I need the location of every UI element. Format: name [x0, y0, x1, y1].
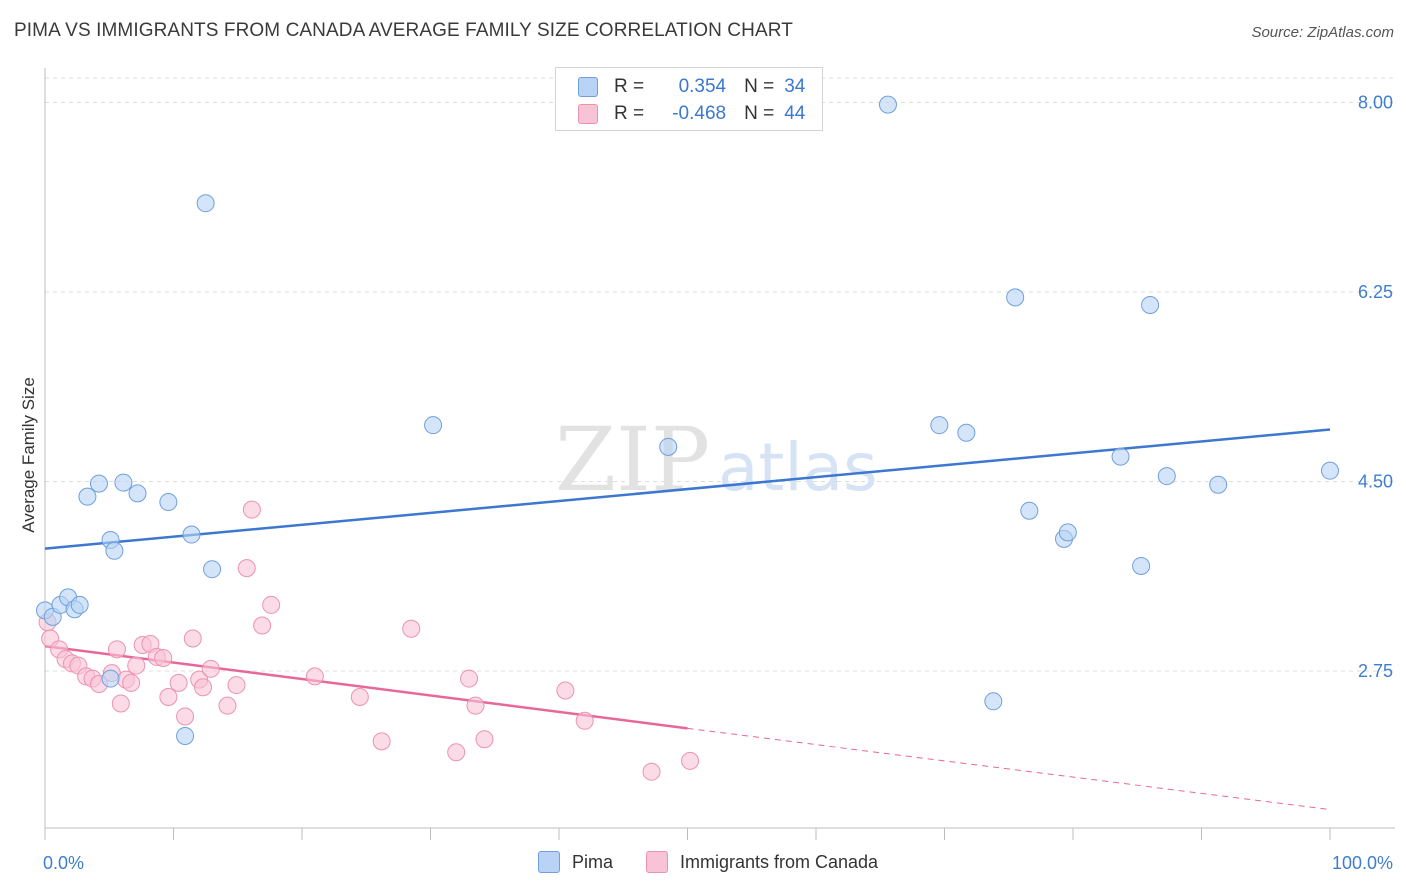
canada-point: [475, 730, 494, 749]
pima-point: [1157, 467, 1176, 486]
canada-point: [176, 707, 195, 726]
legend-r-label: R =: [614, 76, 645, 97]
canada-point: [556, 681, 575, 700]
pima-point: [1321, 461, 1339, 480]
pima-point: [1141, 295, 1160, 314]
canada-point: [460, 669, 479, 688]
canada-point: [242, 500, 261, 519]
pima-point: [78, 487, 97, 506]
legend-swatch-pima: [578, 77, 598, 97]
axes: 2.75 4.50 6.25 8.00 0.0% 100.0%: [43, 68, 1395, 873]
x-tick-label-min: 0.0%: [43, 853, 84, 873]
y-tick-label: 8.00: [1358, 92, 1393, 112]
series-label-pima: Pima: [572, 851, 614, 872]
pima-point: [930, 416, 949, 435]
pima-point: [114, 473, 133, 492]
correlation-legend: R = 0.354 N = 34 R = -0.468 N = 44: [555, 67, 823, 131]
series-swatch-pima: [538, 851, 560, 873]
pima-point: [1058, 523, 1077, 542]
legend-n-label: N =: [744, 76, 775, 97]
canada-point: [372, 732, 391, 751]
series-legend-canada: Immigrants from Canada: [646, 851, 878, 873]
legend-r-value-pima: 0.354: [678, 76, 727, 97]
pima-point: [984, 692, 1003, 711]
trendline-canada-extrapolated: [687, 727, 1331, 811]
canada-point: [154, 648, 173, 667]
canada-point: [169, 673, 188, 692]
canada-point: [466, 696, 485, 715]
pima-point: [659, 437, 678, 456]
legend-n-value-canada: 44: [784, 103, 806, 124]
pima-point: [89, 474, 108, 493]
canada-point: [183, 629, 202, 648]
watermark-zip: ZIP: [555, 408, 710, 511]
canada-point: [305, 667, 324, 686]
pima-point: [1132, 556, 1151, 575]
pima-point: [424, 416, 443, 435]
canada-point: [227, 676, 246, 695]
pima-point: [70, 595, 89, 614]
series-legend: Pima Immigrants from Canada: [0, 851, 1406, 879]
canada-point: [642, 762, 661, 781]
series-swatch-canada: [646, 851, 668, 873]
series-legend-pima: Pima: [538, 851, 613, 873]
legend-r-label: R =: [614, 103, 645, 124]
watermark: ZIP atlas: [555, 408, 878, 511]
pima-point: [182, 525, 201, 544]
legend-n-label: N =: [744, 103, 775, 124]
canada-point: [201, 659, 220, 678]
legend-r-value-canada: -0.468: [672, 103, 727, 124]
pima-point: [159, 493, 178, 512]
canada-point: [575, 711, 594, 730]
canada-point: [194, 678, 213, 697]
y-tick-label: 4.50: [1358, 471, 1393, 491]
legend-swatch-canada: [578, 104, 598, 124]
pima-point: [203, 560, 222, 579]
canada-point: [107, 640, 126, 659]
canada-point: [127, 656, 146, 675]
data-points: [36, 95, 1339, 781]
legend-row-pima: R = 0.354 N = 34: [578, 73, 805, 101]
canada-point: [253, 616, 272, 635]
canada-point: [159, 687, 178, 706]
canada-point: [447, 743, 466, 762]
canada-point: [237, 559, 256, 578]
y-axis-label: Average Family Size: [19, 377, 38, 533]
x-tick-label-max: 100.0%: [1332, 853, 1393, 873]
pima-point: [101, 669, 120, 688]
legend-n-value-pima: 34: [784, 76, 806, 97]
pima-point: [1020, 501, 1039, 520]
canada-point: [402, 619, 421, 638]
canada-point: [681, 751, 700, 770]
pima-point: [1111, 447, 1130, 466]
chart-title: PIMA VS IMMIGRANTS FROM CANADA AVERAGE F…: [14, 20, 793, 41]
pima-point: [128, 484, 147, 503]
grid: [45, 77, 1395, 672]
y-tick-label: 2.75: [1358, 661, 1393, 681]
canada-point: [262, 595, 281, 614]
canada-point: [122, 673, 141, 692]
pima-point: [1006, 288, 1025, 307]
pima-point: [196, 194, 215, 213]
pima-point: [1209, 475, 1228, 494]
pima-point: [176, 726, 195, 745]
legend-row-canada: R = -0.468 N = 44: [578, 100, 805, 128]
pima-point: [105, 541, 124, 560]
y-tick-label: 6.25: [1358, 282, 1393, 302]
canada-point: [218, 696, 237, 715]
canada-point: [350, 687, 369, 706]
pima-point: [957, 423, 976, 442]
watermark-atlas: atlas: [718, 429, 878, 506]
pima-point: [878, 95, 897, 114]
source-label: Source: ZipAtlas.com: [1251, 24, 1394, 41]
canada-point: [111, 694, 130, 713]
series-label-canada: Immigrants from Canada: [680, 851, 879, 872]
